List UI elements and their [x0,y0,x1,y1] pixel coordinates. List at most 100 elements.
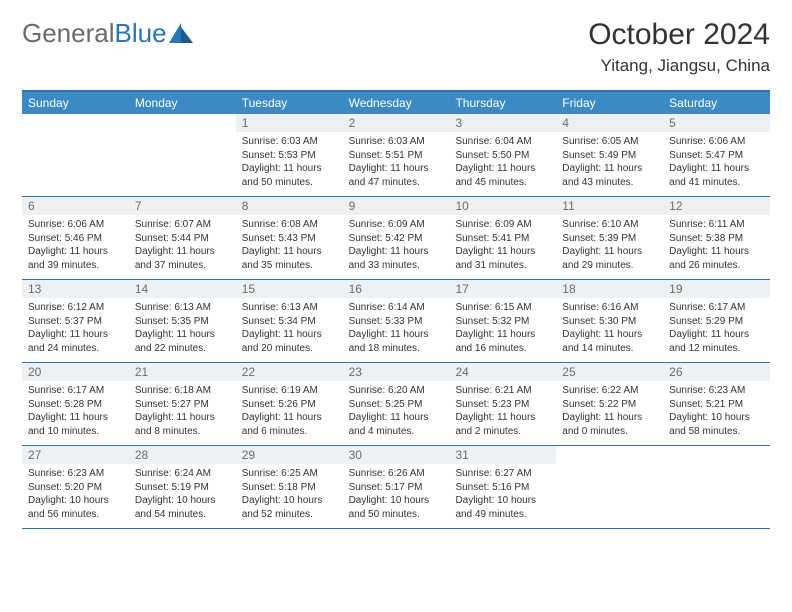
sunset-text: Sunset: 5:46 PM [28,232,123,246]
daylight-text: Daylight: 11 hours and 31 minutes. [455,245,550,272]
sunrise-text: Sunrise: 6:27 AM [455,467,550,481]
sunrise-text: Sunrise: 6:09 AM [349,218,444,232]
logo-text-blue: Blue [115,18,167,49]
day-number: 24 [449,363,556,381]
day-number: 30 [343,446,450,464]
daylight-text: Daylight: 11 hours and 50 minutes. [242,162,337,189]
day-number: 1 [236,114,343,132]
sunset-text: Sunset: 5:28 PM [28,398,123,412]
sunrise-text: Sunrise: 6:14 AM [349,301,444,315]
day-number: 17 [449,280,556,298]
sunrise-text: Sunrise: 6:19 AM [242,384,337,398]
location-text: Yitang, Jiangsu, China [588,56,770,76]
sunset-text: Sunset: 5:33 PM [349,315,444,329]
day-content: Sunrise: 6:03 AMSunset: 5:51 PMDaylight:… [343,132,450,192]
day-number: 5 [663,114,770,132]
day-content: Sunrise: 6:07 AMSunset: 5:44 PMDaylight:… [129,215,236,275]
daylight-text: Daylight: 11 hours and 0 minutes. [562,411,657,438]
day-cell: . [22,114,129,196]
sunset-text: Sunset: 5:21 PM [669,398,764,412]
sunrise-text: Sunrise: 6:13 AM [135,301,230,315]
daylight-text: Daylight: 11 hours and 26 minutes. [669,245,764,272]
day-cell: 16 Sunrise: 6:14 AMSunset: 5:33 PMDayligh… [343,280,450,362]
sunset-text: Sunset: 5:19 PM [135,481,230,495]
day-cell: 4Sunrise: 6:05 AMSunset: 5:49 PMDaylight… [556,114,663,196]
daylight-text: Daylight: 11 hours and 43 minutes. [562,162,657,189]
daylight-text: Daylight: 11 hours and 22 minutes. [135,328,230,355]
day-content: Sunrise: 6:13 AMSunset: 5:34 PMDaylight:… [236,298,343,358]
day-cell: . [129,114,236,196]
day-number: 3 [449,114,556,132]
daylight-text: Daylight: 10 hours and 50 minutes. [349,494,444,521]
day-content: Sunrise: 6:04 AMSunset: 5:50 PMDaylight:… [449,132,556,192]
sunset-text: Sunset: 5:27 PM [135,398,230,412]
week-row: 20Sunrise: 6:17 AMSunset: 5:28 PMDayligh… [22,363,770,446]
day-number: 10 [449,197,556,215]
daylight-text: Daylight: 11 hours and 29 minutes. [562,245,657,272]
weekday-header: Tuesday [236,92,343,114]
day-content: Sunrise: 6:26 AMSunset: 5:17 PMDaylight:… [343,464,450,524]
daylight-text: Daylight: 11 hours and 39 minutes. [28,245,123,272]
sunrise-text: Sunrise: 6:17 AM [28,384,123,398]
day-number: 31 [449,446,556,464]
sunset-text: Sunset: 5:53 PM [242,149,337,163]
day-cell: 1Sunrise: 6:03 AMSunset: 5:53 PMDaylight… [236,114,343,196]
day-content: Sunrise: 6:19 AMSunset: 5:26 PMDaylight:… [236,381,343,441]
sunset-text: Sunset: 5:22 PM [562,398,657,412]
day-number: 8 [236,197,343,215]
sunrise-text: Sunrise: 6:12 AM [28,301,123,315]
day-cell: 20Sunrise: 6:17 AMSunset: 5:28 PMDayligh… [22,363,129,445]
day-content: Sunrise: 6:09 AMSunset: 5:41 PMDaylight:… [449,215,556,275]
sunset-text: Sunset: 5:34 PM [242,315,337,329]
daylight-text: Daylight: 10 hours and 49 minutes. [455,494,550,521]
day-cell: 18Sunrise: 6:16 AMSunset: 5:30 PMDayligh… [556,280,663,362]
sunrise-text: Sunrise: 6:18 AM [135,384,230,398]
day-number: 27 [22,446,129,464]
day-cell: 15Sunrise: 6:13 AMSunset: 5:34 PMDayligh… [236,280,343,362]
sunset-text: Sunset: 5:32 PM [455,315,550,329]
sunset-text: Sunset: 5:20 PM [28,481,123,495]
day-content: Sunrise: 6:10 AMSunset: 5:39 PMDaylight:… [556,215,663,275]
day-number: 28 [129,446,236,464]
sunrise-text: Sunrise: 6:03 AM [349,135,444,149]
sunrise-text: Sunrise: 6:23 AM [28,467,123,481]
day-number: 16 [343,280,450,298]
day-number: 2 [343,114,450,132]
day-content: Sunrise: 6:05 AMSunset: 5:49 PMDaylight:… [556,132,663,192]
day-content: Sunrise: 6:06 AMSunset: 5:46 PMDaylight:… [22,215,129,275]
day-content: Sunrise: 6:23 AMSunset: 5:20 PMDaylight:… [22,464,129,524]
day-cell: 13Sunrise: 6:12 AMSunset: 5:37 PMDayligh… [22,280,129,362]
daylight-text: Daylight: 11 hours and 41 minutes. [669,162,764,189]
day-cell: 19Sunrise: 6:17 AMSunset: 5:29 PMDayligh… [663,280,770,362]
day-number: 7 [129,197,236,215]
daylight-text: Daylight: 11 hours and 35 minutes. [242,245,337,272]
day-content: Sunrise: 6:20 AMSunset: 5:25 PMDaylight:… [343,381,450,441]
sunrise-text: Sunrise: 6:21 AM [455,384,550,398]
sunrise-text: Sunrise: 6:06 AM [28,218,123,232]
daylight-text: Daylight: 10 hours and 58 minutes. [669,411,764,438]
daylight-text: Daylight: 11 hours and 24 minutes. [28,328,123,355]
day-content: Sunrise: 6:23 AMSunset: 5:21 PMDaylight:… [663,381,770,441]
sunset-text: Sunset: 5:23 PM [455,398,550,412]
day-number: 6 [22,197,129,215]
sunrise-text: Sunrise: 6:25 AM [242,467,337,481]
weekday-header: Saturday [663,92,770,114]
day-content: Sunrise: 6:17 AMSunset: 5:29 PMDaylight:… [663,298,770,358]
day-number: 19 [663,280,770,298]
sunset-text: Sunset: 5:44 PM [135,232,230,246]
day-cell: 23Sunrise: 6:20 AMSunset: 5:25 PMDayligh… [343,363,450,445]
header-bar: GeneralBlue October 2024 Yitang, Jiangsu… [22,18,770,76]
sunset-text: Sunset: 5:43 PM [242,232,337,246]
sunrise-text: Sunrise: 6:23 AM [669,384,764,398]
day-number: 22 [236,363,343,381]
daylight-text: Daylight: 11 hours and 47 minutes. [349,162,444,189]
day-number: 9 [343,197,450,215]
sunset-text: Sunset: 5:17 PM [349,481,444,495]
day-cell: 26Sunrise: 6:23 AMSunset: 5:21 PMDayligh… [663,363,770,445]
daylight-text: Daylight: 11 hours and 18 minutes. [349,328,444,355]
day-cell: 7Sunrise: 6:07 AMSunset: 5:44 PMDaylight… [129,197,236,279]
day-content: Sunrise: 6:08 AMSunset: 5:43 PMDaylight:… [236,215,343,275]
daylight-text: Daylight: 11 hours and 2 minutes. [455,411,550,438]
day-cell: 12Sunrise: 6:11 AMSunset: 5:38 PMDayligh… [663,197,770,279]
day-number: 21 [129,363,236,381]
